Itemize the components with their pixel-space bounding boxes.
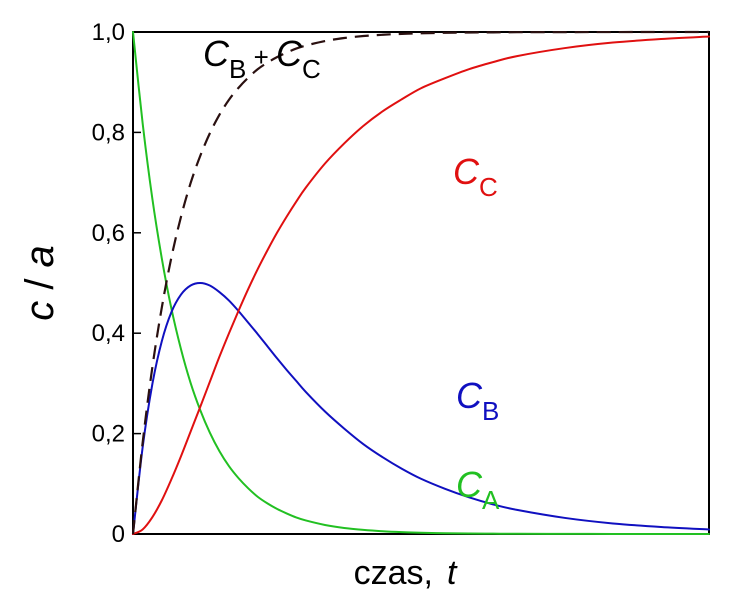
y-axis-title: c / a — [18, 245, 62, 321]
series-label-sub: B — [229, 54, 246, 84]
plot-frame-layer — [132, 31, 710, 535]
series-label-main: C — [456, 375, 483, 416]
y-tick-label: 0,2 — [92, 421, 125, 448]
series-line-cb-plus-cc — [131, 30, 710, 535]
series-label-sub: B — [482, 396, 499, 426]
plot-frame — [132, 31, 710, 535]
series-label-main-2: C — [276, 33, 303, 74]
series-line-cb — [132, 282, 710, 535]
x-axis-title: czas, t — [354, 554, 458, 592]
series-label-cc: CC — [453, 151, 498, 202]
series-layer — [131, 30, 710, 536]
series-label-main: C — [456, 464, 483, 505]
series-line-ca — [132, 31, 710, 536]
series-line-cc — [132, 35, 710, 535]
series-label-cb-plus-cc: CB + CC — [203, 33, 321, 84]
y-axis-title-var1: c — [18, 301, 62, 321]
y-tick-label: 0,8 — [92, 119, 125, 146]
x-axis-title-var: t — [447, 554, 458, 592]
series-label-plus: + — [246, 42, 276, 72]
y-tick-label: 1,0 — [92, 19, 125, 46]
series-label-main: C — [453, 151, 480, 192]
series-label-main: C — [203, 33, 230, 74]
series-label-ca: CA — [456, 464, 500, 515]
series-label-sub-2: C — [302, 54, 321, 84]
y-tick-label: 0 — [112, 521, 125, 548]
y-axis-title-var2: a — [18, 245, 62, 267]
series-label-cb: CB — [456, 375, 499, 426]
y-tick-label: 0,6 — [92, 220, 125, 247]
x-axis-title-text: czas, — [354, 554, 433, 592]
series-label-sub: C — [479, 172, 498, 202]
y-axis-title-sep: / — [18, 267, 62, 300]
series-label-sub: A — [482, 485, 500, 515]
y-tick-label: 0,4 — [92, 320, 125, 347]
y-ticks-layer: 0 0,2 0,4 0,6 0,8 1,0 — [92, 19, 141, 548]
